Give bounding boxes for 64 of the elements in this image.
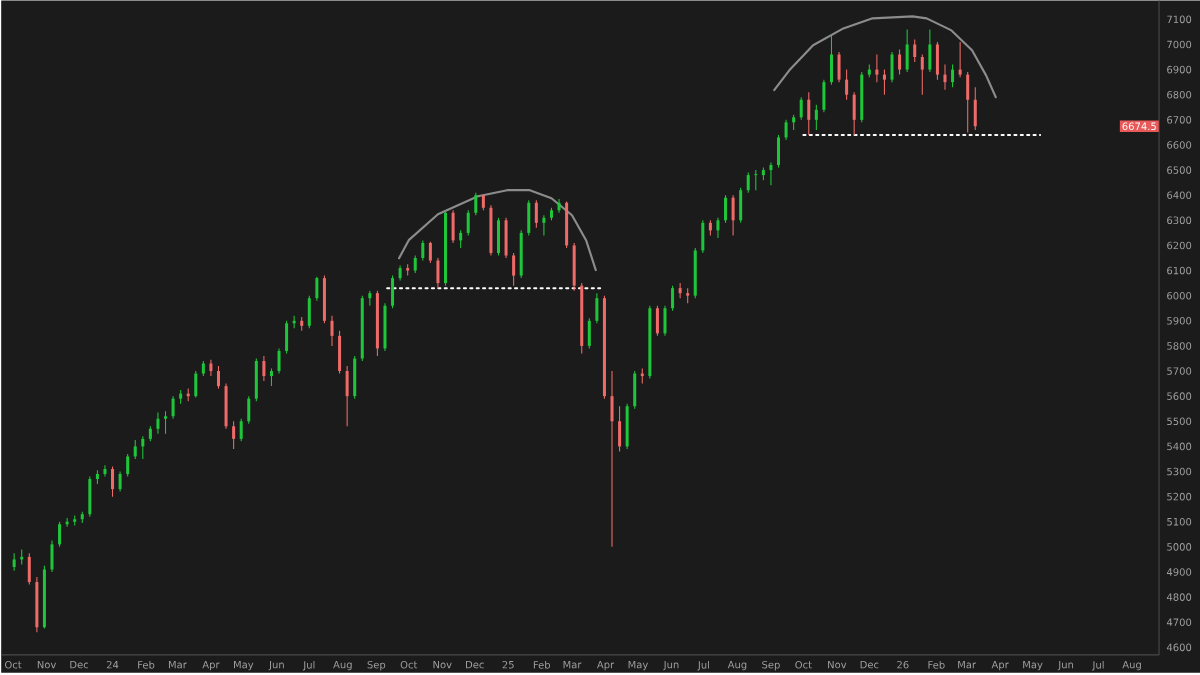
x-tick-label: Jun: [268, 660, 284, 671]
x-tick-label: Nov: [433, 660, 452, 669]
x-tick-label: Aug: [727, 660, 747, 671]
y-tick-label: 5700: [1167, 367, 1192, 375]
x-tick-label: Feb: [928, 660, 945, 669]
x-tick-label: Jul: [302, 660, 315, 671]
y-tick-label: 6300: [1167, 216, 1192, 225]
y-tick-label: 5300: [1167, 467, 1192, 476]
y-tick-label: 5100: [1167, 517, 1192, 526]
x-tick-label: Jul: [697, 660, 709, 671]
y-tick-label: 5000: [1167, 543, 1192, 551]
y-tick-label: 5200: [1167, 492, 1192, 501]
x-tick-label: Apr: [202, 660, 220, 671]
y-tick-label: 6400: [1167, 191, 1192, 199]
y-tick-label: 4700: [1166, 618, 1192, 627]
y-tick-label: 5900: [1167, 317, 1192, 325]
y-tick-label: 6600: [1167, 141, 1192, 149]
x-tick-label: May: [628, 660, 648, 671]
x-tick-label: Feb: [138, 660, 155, 669]
x-tick-label: 25: [502, 660, 514, 669]
x-tick-label: Oct: [400, 660, 418, 669]
y-tick-label: 5500: [1167, 417, 1192, 426]
x-tick-label: Nov: [37, 660, 57, 669]
y-tick-label: 7100: [1167, 15, 1192, 24]
y-tick-label: 5600: [1167, 392, 1192, 400]
x-tick-label: Jun: [663, 660, 679, 671]
y-tick-label: 6700: [1167, 116, 1192, 124]
x-tick-label: Sep: [367, 660, 386, 671]
line-series: [773, 15, 997, 99]
x-tick-label: Nov: [828, 660, 847, 669]
y-tick-label: 4800: [1166, 593, 1192, 601]
y-tick-label: 6500: [1167, 166, 1192, 174]
x-tick-label: May: [1023, 660, 1043, 671]
y-tick-label: 7000: [1167, 40, 1192, 49]
x-tick-label: Oct: [5, 660, 22, 669]
y-tick-label: 6800: [1167, 90, 1192, 99]
x-tick-label: Feb: [533, 660, 551, 669]
x-tick-label: Dec: [860, 660, 879, 669]
x-tick-label: 24: [106, 660, 119, 669]
y-tick-label: 6200: [1167, 241, 1192, 250]
x-tick-label: Oct: [795, 660, 812, 669]
y-tick-label: 5800: [1167, 342, 1192, 350]
line-series: [397, 189, 597, 272]
y-tick-label: 6900: [1167, 65, 1192, 74]
x-tick-label: Jul: [1091, 660, 1104, 671]
annotation: 6674.5: [1122, 122, 1156, 131]
y-tick-label: 4600: [1166, 643, 1192, 652]
x-tick-label: Apr: [596, 660, 615, 671]
x-tick-label: Apr: [991, 660, 1009, 671]
x-tick-label: Aug: [333, 660, 352, 671]
x-tick-label: Sep: [762, 660, 780, 671]
y-tick-label: 6000: [1167, 291, 1192, 300]
x-tick-label: Mar: [958, 660, 977, 669]
x-tick-label: Jun: [1057, 660, 1074, 671]
x-tick-label: May: [234, 660, 254, 671]
x-tick-label: Dec: [466, 660, 484, 669]
y-tick-label: 4900: [1166, 568, 1192, 576]
x-tick-label: Dec: [70, 660, 89, 669]
x-tick-label: Aug: [1122, 660, 1141, 671]
y-tick-label: 5400: [1167, 442, 1192, 451]
x-tick-label: 26: [897, 660, 909, 669]
y-tick-label: 6100: [1167, 266, 1192, 275]
x-tick-label: Mar: [563, 660, 582, 669]
x-tick-label: Mar: [168, 660, 187, 669]
